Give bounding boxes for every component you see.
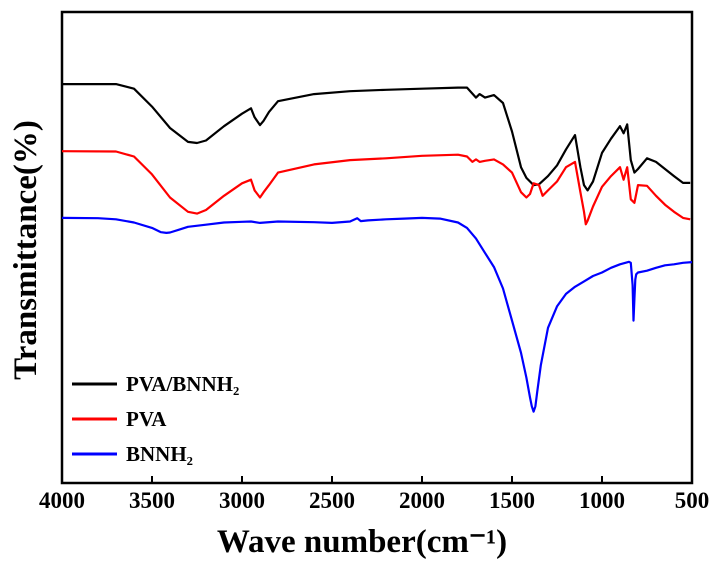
x-tick-label: 3000	[219, 488, 265, 513]
legend-label: PVA/BNNH₂	[126, 372, 239, 396]
x-tick-label: 1500	[489, 488, 535, 513]
x-tick-label: 3500	[129, 488, 175, 513]
x-tick-label: 2000	[399, 488, 445, 513]
x-tick-label: 2500	[309, 488, 355, 513]
x-axis-title: Wave number(cm⁻¹)	[217, 524, 507, 560]
x-axis-ticks: 4000 3500 3000 2500 2000 1500 1000 500	[39, 476, 709, 513]
legend-label: BNNH₂	[126, 442, 193, 466]
plot-frame	[60, 10, 694, 485]
legend-label: PVA	[126, 407, 167, 431]
series-group	[61, 82, 693, 413]
y-axis-title: Transmittance(%)	[8, 120, 44, 380]
legend: PVA/BNNH₂ PVA BNNH₂	[72, 372, 239, 466]
series-line	[62, 82, 691, 192]
series-line	[61, 216, 693, 413]
x-tick-label: 500	[675, 488, 710, 513]
series-line	[61, 150, 691, 226]
x-tick-label: 4000	[39, 488, 85, 513]
x-tick-label: 1000	[579, 488, 625, 513]
